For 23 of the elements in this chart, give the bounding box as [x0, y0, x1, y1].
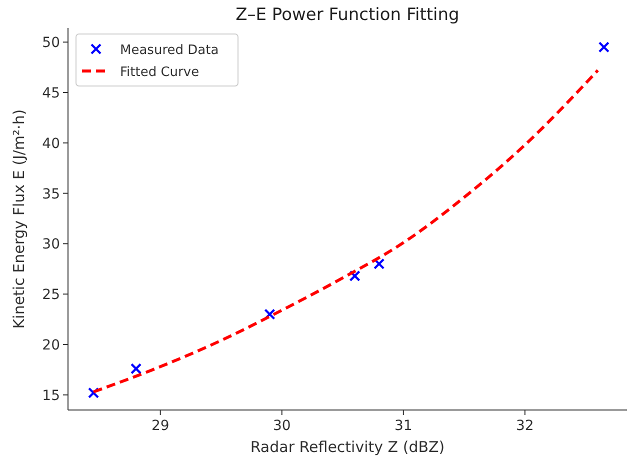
- point: [264, 308, 276, 320]
- point: [349, 270, 360, 282]
- legend-label: Fitted Curve: [120, 65, 200, 80]
- y-tick-label: 15: [42, 388, 60, 404]
- x-tick-label: 30: [272, 418, 291, 434]
- point: [598, 42, 610, 53]
- legend-label: Measured Data: [120, 43, 219, 58]
- y-axis-title: Kinetic Energy Flux E (J/m²·h): [10, 109, 28, 329]
- y-tick-label: 35: [42, 186, 60, 202]
- y-tick-label: 30: [42, 236, 60, 253]
- y-tick-label: 20: [42, 337, 60, 354]
- chart-title: Z–E Power Function Fitting: [236, 5, 460, 25]
- x-tick-label: 31: [394, 418, 412, 434]
- point: [88, 387, 100, 398]
- y-tick-label: 40: [42, 136, 60, 152]
- y-tick-label: 45: [42, 86, 60, 102]
- x-axis-title: Radar Reflectivity Z (dBZ): [250, 438, 445, 456]
- point: [373, 258, 385, 270]
- y-tick-label: 50: [42, 35, 60, 52]
- point: [130, 363, 142, 374]
- y-tick-label: 25: [42, 287, 60, 304]
- x-tick-label: 29: [151, 418, 170, 434]
- x-tick-label: 32: [516, 418, 534, 434]
